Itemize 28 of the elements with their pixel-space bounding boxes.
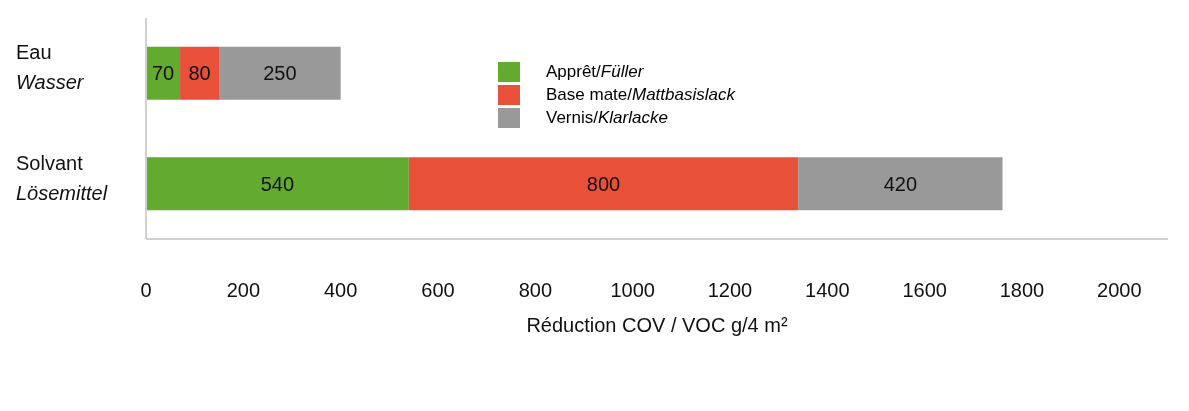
bar — [146, 157, 409, 211]
data-label: 80 — [188, 62, 211, 85]
x-tick-label: 400 — [323, 279, 358, 301]
x-axis-title: Réduction COV / VOC g/4 m² — [526, 314, 788, 336]
legend-label: Apprêt/Füller — [546, 61, 644, 83]
x-tick-label: 1200 — [707, 279, 753, 301]
x-tick-label: 600 — [421, 279, 455, 301]
data-label: 420 — [883, 172, 918, 195]
x-tick-label: 1000 — [610, 279, 655, 301]
x-tick-label: 1400 — [805, 279, 850, 301]
x-tick-label: 800 — [518, 279, 553, 301]
data-label: 70 — [151, 62, 175, 85]
x-tick-label: 1600 — [902, 279, 947, 301]
y-tick-label: Solvant Lösemittel — [16, 151, 108, 204]
y-tick-label: Eau Wasser — [16, 41, 85, 94]
bar — [798, 157, 1003, 211]
bar — [219, 46, 341, 100]
bar — [408, 157, 799, 211]
x-tick-label: 200 — [226, 279, 261, 301]
x-tick-label: 0 — [140, 279, 152, 301]
data-label: 800 — [586, 172, 621, 195]
data-label: 250 — [263, 62, 297, 85]
legend-label: Base mate/Mattbasislack — [546, 84, 735, 106]
legend-label: Vernis/Klarlacke — [546, 107, 668, 129]
bar — [180, 46, 219, 100]
x-tick-label: 1800 — [999, 279, 1045, 301]
x-tick-label: 2000 — [1097, 279, 1142, 301]
data-label: 540 — [260, 172, 295, 195]
